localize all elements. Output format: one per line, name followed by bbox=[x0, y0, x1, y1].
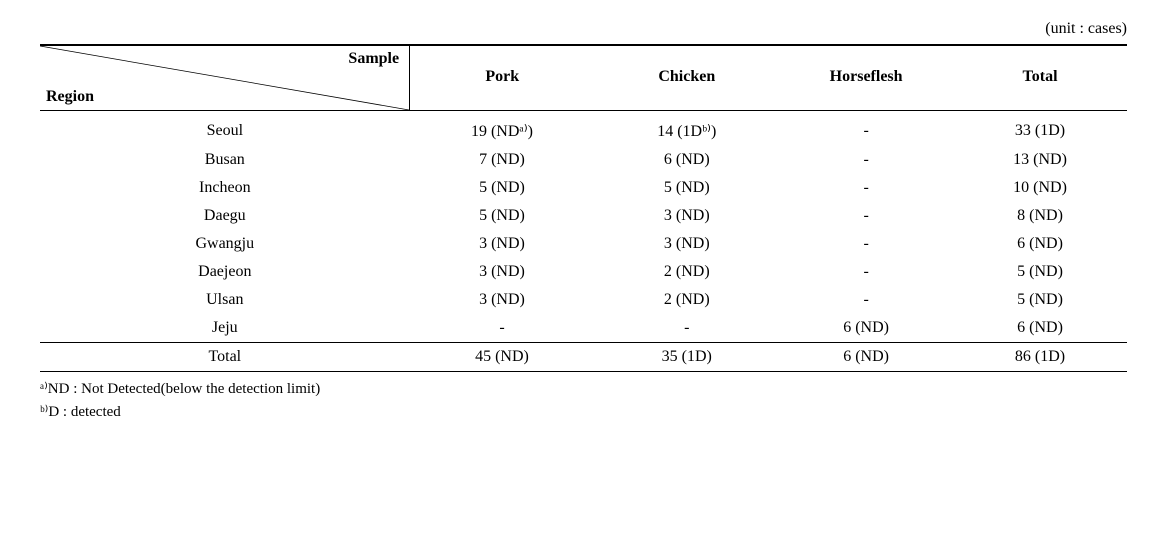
data-table: Sample Region Pork Chicken Horseflesh To… bbox=[40, 44, 1127, 372]
footnote-b: ᵇ⁾D : detected bbox=[40, 401, 1127, 424]
cell-total: 6 (ND) bbox=[953, 230, 1127, 258]
cell-total: 6 (ND) bbox=[953, 314, 1127, 343]
cell-pork: 3 (ND) bbox=[410, 286, 595, 314]
cell-pork: 19 (NDᵃ⁾) bbox=[410, 111, 595, 147]
table-row: Seoul19 (NDᵃ⁾)14 (1Dᵇ⁾)-33 (1D) bbox=[40, 111, 1127, 147]
cell-chicken: 2 (ND) bbox=[594, 258, 779, 286]
cell-horseflesh: - bbox=[779, 258, 953, 286]
region-cell: Busan bbox=[40, 146, 410, 174]
table-row: Daegu5 (ND)3 (ND)-8 (ND) bbox=[40, 202, 1127, 230]
cell-chicken: 6 (ND) bbox=[594, 146, 779, 174]
cell-horseflesh: - bbox=[779, 146, 953, 174]
region-cell: Seoul bbox=[40, 111, 410, 147]
header-sample-label: Sample bbox=[348, 50, 399, 68]
cell-horseflesh: - bbox=[779, 111, 953, 147]
col-horseflesh: Horseflesh bbox=[779, 45, 953, 111]
cell-total: 13 (ND) bbox=[953, 146, 1127, 174]
table-row: Daejeon3 (ND)2 (ND)-5 (ND) bbox=[40, 258, 1127, 286]
total-total: 86 (1D) bbox=[953, 343, 1127, 372]
total-chicken: 35 (1D) bbox=[594, 343, 779, 372]
cell-pork: 3 (ND) bbox=[410, 230, 595, 258]
cell-chicken: 3 (ND) bbox=[594, 202, 779, 230]
cell-horseflesh: - bbox=[779, 230, 953, 258]
cell-chicken: 14 (1Dᵇ⁾) bbox=[594, 111, 779, 147]
cell-chicken: 3 (ND) bbox=[594, 230, 779, 258]
table-row: Busan7 (ND)6 (ND)-13 (ND) bbox=[40, 146, 1127, 174]
cell-chicken: - bbox=[594, 314, 779, 343]
col-total: Total bbox=[953, 45, 1127, 111]
header-region-sample: Sample Region bbox=[40, 45, 410, 111]
col-chicken: Chicken bbox=[594, 45, 779, 111]
cell-total: 5 (ND) bbox=[953, 286, 1127, 314]
col-pork: Pork bbox=[410, 45, 595, 111]
table-body: Seoul19 (NDᵃ⁾)14 (1Dᵇ⁾)-33 (1D)Busan7 (N… bbox=[40, 111, 1127, 372]
total-pork: 45 (ND) bbox=[410, 343, 595, 372]
header-region-label: Region bbox=[46, 88, 94, 106]
cell-total: 8 (ND) bbox=[953, 202, 1127, 230]
footnote-a: ᵃ⁾ND : Not Detected(below the detection … bbox=[40, 378, 1127, 401]
cell-horseflesh: 6 (ND) bbox=[779, 314, 953, 343]
cell-chicken: 2 (ND) bbox=[594, 286, 779, 314]
table-total-row: Total45 (ND)35 (1D)6 (ND)86 (1D) bbox=[40, 343, 1127, 372]
total-horseflesh: 6 (ND) bbox=[779, 343, 953, 372]
footnotes: ᵃ⁾ND : Not Detected(below the detection … bbox=[40, 378, 1127, 423]
table-row: Incheon5 (ND)5 (ND)-10 (ND) bbox=[40, 174, 1127, 202]
table-header-row: Sample Region Pork Chicken Horseflesh To… bbox=[40, 45, 1127, 111]
cell-total: 5 (ND) bbox=[953, 258, 1127, 286]
cell-total: 33 (1D) bbox=[953, 111, 1127, 147]
table-row: Gwangju3 (ND)3 (ND)-6 (ND) bbox=[40, 230, 1127, 258]
unit-label: (unit : cases) bbox=[40, 20, 1127, 38]
table-row: Jeju--6 (ND)6 (ND) bbox=[40, 314, 1127, 343]
cell-chicken: 5 (ND) bbox=[594, 174, 779, 202]
cell-total: 10 (ND) bbox=[953, 174, 1127, 202]
cell-pork: 3 (ND) bbox=[410, 258, 595, 286]
region-cell: Incheon bbox=[40, 174, 410, 202]
region-cell: Daegu bbox=[40, 202, 410, 230]
cell-pork: - bbox=[410, 314, 595, 343]
cell-horseflesh: - bbox=[779, 202, 953, 230]
total-region: Total bbox=[40, 343, 410, 372]
cell-horseflesh: - bbox=[779, 286, 953, 314]
cell-horseflesh: - bbox=[779, 174, 953, 202]
cell-pork: 7 (ND) bbox=[410, 146, 595, 174]
cell-pork: 5 (ND) bbox=[410, 174, 595, 202]
region-cell: Jeju bbox=[40, 314, 410, 343]
region-cell: Gwangju bbox=[40, 230, 410, 258]
region-cell: Ulsan bbox=[40, 286, 410, 314]
cell-pork: 5 (ND) bbox=[410, 202, 595, 230]
region-cell: Daejeon bbox=[40, 258, 410, 286]
table-row: Ulsan3 (ND)2 (ND)-5 (ND) bbox=[40, 286, 1127, 314]
